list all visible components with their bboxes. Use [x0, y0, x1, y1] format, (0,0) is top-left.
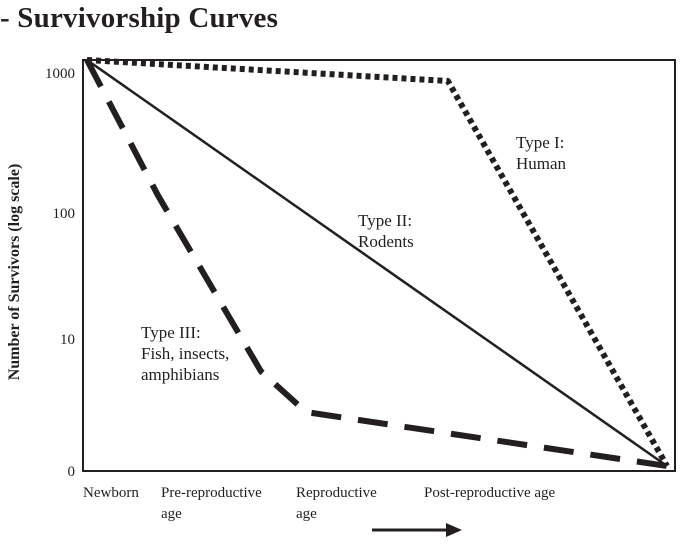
x-tick-label: Reproductive: [296, 485, 377, 501]
y-tick-label: 100: [53, 206, 76, 222]
chart-title: - Survivorship Curves: [0, 2, 279, 34]
x-tick-label: Newborn: [83, 485, 139, 501]
x-axis-arrow-head: [446, 523, 462, 537]
type-i-label: Human: [516, 154, 567, 173]
x-tick-label: age: [161, 506, 182, 522]
x-tick-label: Post-reproductive age: [424, 485, 556, 501]
type-iii-label: Type III:: [141, 323, 201, 342]
type-ii-label: Type II:: [358, 211, 412, 230]
type-iii-label: amphibians: [141, 365, 219, 384]
x-tick-label: Pre-reproductive: [161, 485, 262, 501]
y-tick-label: 10: [60, 332, 75, 348]
type-iii-label: Fish, insects,: [141, 344, 229, 363]
type-i-label: Type I:: [516, 133, 564, 152]
y-tick-label: 1000: [45, 66, 75, 82]
type-ii-curve: [86, 58, 668, 468]
type-ii-label: Rodents: [358, 232, 414, 251]
type-iii-curve: [84, 58, 668, 469]
y-axis-label: Number of Survivors (log scale): [6, 164, 23, 381]
y-tick-label: 0: [68, 464, 76, 480]
x-tick-label: age: [296, 506, 317, 522]
type-i-curve: [86, 57, 670, 468]
curves-group: [84, 57, 670, 469]
plot-frame: [82, 59, 676, 472]
labels-group: Type I: Human Type II: Rodents Type III: Fish…: [141, 133, 567, 384]
